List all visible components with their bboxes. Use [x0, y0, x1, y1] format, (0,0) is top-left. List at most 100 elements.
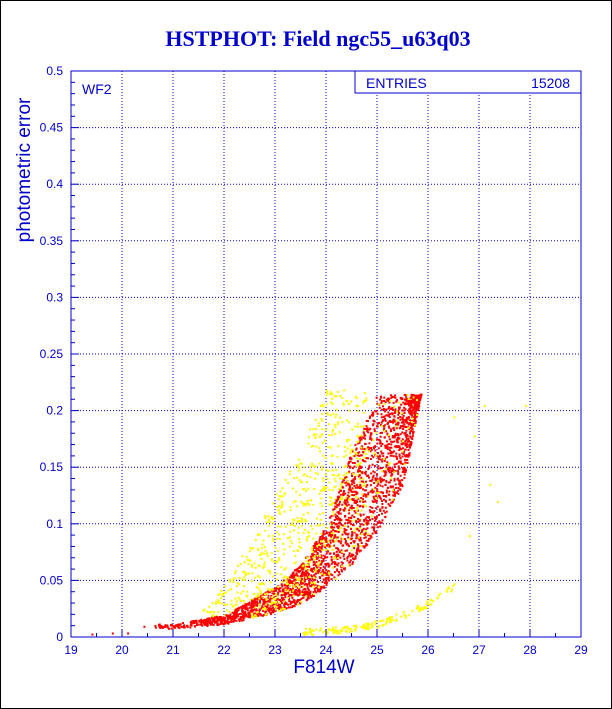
data-point: [327, 543, 330, 546]
data-point: [388, 481, 390, 484]
data-point: [303, 594, 306, 596]
data-point: [410, 409, 413, 412]
data-point: [366, 428, 369, 431]
data-point: [366, 475, 369, 477]
data-point: [321, 560, 323, 563]
data-point: [283, 493, 286, 496]
data-point: [300, 582, 303, 585]
data-point: [289, 606, 292, 609]
data-point: [384, 446, 387, 449]
data-point: [380, 421, 383, 424]
data-point: [331, 433, 334, 436]
data-point: [337, 421, 340, 424]
data-point: [328, 532, 331, 535]
data-point: [292, 501, 295, 504]
data-point: [371, 532, 374, 535]
data-point: [338, 571, 340, 573]
data-point: [369, 427, 372, 430]
data-point: [391, 420, 394, 423]
data-point: [348, 484, 351, 487]
data-point: [163, 626, 166, 628]
data-point: [426, 600, 429, 603]
data-point: [355, 404, 358, 407]
data-point: [398, 467, 401, 470]
data-point: [397, 486, 400, 489]
data-point: [256, 548, 259, 550]
data-point: [408, 614, 411, 617]
data-point: [302, 585, 305, 588]
data-point: [374, 454, 377, 457]
data-point: [305, 598, 308, 601]
data-point: [343, 558, 346, 560]
data-point: [335, 395, 338, 398]
data-point: [358, 440, 360, 443]
data-point: [330, 515, 333, 518]
data-point: [327, 571, 330, 574]
data-point: [312, 567, 315, 570]
data-point: [312, 550, 315, 552]
data-point: [413, 411, 416, 414]
data-point: [354, 490, 357, 493]
data-point: [322, 548, 325, 551]
data-point: [384, 401, 387, 404]
data-point: [330, 573, 332, 576]
data-point: [300, 546, 302, 549]
data-point: [326, 412, 329, 415]
data-point: [338, 473, 340, 476]
data-point: [257, 587, 260, 590]
data-point: [360, 542, 363, 544]
data-point: [278, 558, 281, 561]
x-tick-label: 21: [166, 643, 180, 657]
data-point: [222, 622, 225, 625]
data-point: [331, 402, 334, 405]
data-point: [409, 402, 412, 405]
data-point: [291, 601, 294, 603]
data-point: [391, 440, 394, 443]
data-point: [397, 461, 400, 464]
data-point: [412, 395, 415, 398]
data-point: [373, 430, 376, 432]
data-point: [253, 601, 255, 604]
data-point: [306, 576, 309, 579]
data-point: [313, 488, 316, 490]
data-point: [386, 468, 389, 471]
data-point: [369, 434, 372, 437]
data-point: [266, 521, 269, 524]
data-point: [291, 573, 294, 575]
data-point: [375, 507, 378, 510]
data-point: [265, 608, 268, 611]
data-point: [346, 549, 348, 552]
stats-box: ENTRIES 15208: [354, 70, 582, 94]
data-point: [359, 478, 362, 480]
data-point: [409, 413, 412, 416]
data-point: [350, 517, 353, 520]
data-point: [294, 602, 297, 605]
data-point: [296, 599, 299, 602]
data-point: [223, 616, 226, 619]
data-point: [345, 497, 347, 500]
data-point: [339, 395, 342, 397]
data-point: [353, 482, 356, 485]
data-point: [340, 561, 343, 564]
data-point: [351, 563, 354, 565]
data-point: [279, 490, 282, 493]
data-point: [368, 464, 371, 467]
data-point: [374, 516, 377, 519]
data-point: [403, 614, 406, 616]
data-point: [345, 533, 348, 536]
data-point: [361, 626, 364, 629]
data-point: [320, 468, 323, 471]
data-point: [221, 602, 224, 605]
data-point: [360, 626, 363, 628]
data-point: [269, 604, 272, 607]
data-point: [394, 396, 397, 399]
data-point: [334, 507, 337, 510]
data-point: [395, 462, 398, 465]
data-point: [359, 471, 362, 474]
data-point: [297, 589, 300, 592]
data-point: [365, 420, 368, 422]
data-point: [313, 465, 316, 468]
data-point: [308, 627, 311, 630]
data-point: [287, 586, 290, 589]
data-point: [349, 456, 352, 459]
